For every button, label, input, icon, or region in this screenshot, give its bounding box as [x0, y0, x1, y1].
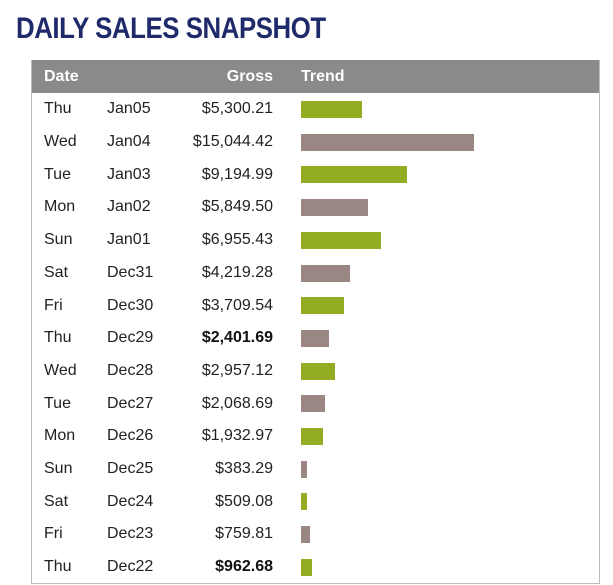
table-row: Fri Dec30 $3,709.54 — [32, 289, 599, 322]
trend-bar — [301, 526, 310, 544]
row-day: Thu — [44, 558, 72, 576]
header-date: Date — [44, 68, 79, 85]
header-trend: Trend — [301, 68, 345, 85]
trend-bar — [301, 101, 362, 118]
row-gross: $2,401.69 — [201, 329, 273, 347]
row-day: Mon — [44, 427, 76, 445]
row-gross: $759.81 — [215, 525, 273, 543]
trend-bar — [301, 264, 350, 282]
row-gross: $2,957.12 — [201, 361, 273, 379]
row-day: Thu — [44, 329, 72, 347]
row-date: Dec29 — [107, 329, 154, 347]
trend-bar — [301, 199, 368, 217]
table-row: Fri Dec23 $759.81 — [32, 518, 599, 551]
trend-bar — [301, 493, 307, 511]
table-row: Mon Dec26 $1,932.97 — [32, 420, 599, 453]
row-day: Wed — [44, 361, 77, 379]
row-date: Dec22 — [107, 558, 154, 576]
row-gross: $5,849.50 — [201, 198, 273, 216]
row-date: Jan04 — [107, 133, 151, 151]
row-date: Dec27 — [107, 394, 154, 412]
table-row: Sun Jan01 $6,955.43 — [32, 224, 599, 257]
trend-bar — [301, 428, 323, 445]
row-date: Dec31 — [107, 263, 154, 281]
table-header: Date Gross Trend — [32, 60, 599, 93]
row-gross: $6,955.43 — [201, 231, 273, 249]
table-row: Wed Jan04 $15,044.42 — [32, 126, 599, 159]
trend-bar — [301, 297, 344, 315]
trend-bar — [301, 460, 307, 478]
row-day: Sat — [44, 492, 69, 510]
row-gross: $5,300.21 — [201, 100, 273, 118]
table-row: Tue Jan03 $9,194.99 — [32, 158, 599, 191]
row-date: Jan01 — [107, 231, 151, 249]
table-row: Sun Dec25 $383.29 — [32, 453, 599, 486]
row-gross: $4,219.28 — [201, 263, 273, 281]
trend-bar — [301, 362, 335, 380]
trend-bar — [301, 231, 381, 249]
row-day: Sat — [44, 263, 69, 281]
row-date: Dec26 — [107, 427, 154, 445]
row-date: Jan03 — [107, 165, 151, 183]
row-date: Dec23 — [107, 525, 154, 543]
row-gross: $9,194.99 — [201, 165, 273, 183]
table-row: Thu Dec22 $962.68 — [32, 551, 599, 584]
row-gross: $15,044.42 — [192, 133, 273, 151]
trend-bar — [301, 166, 407, 184]
table-row: Thu Dec29 $2,401.69 — [32, 322, 599, 355]
page-title: DAILY SALES SNAPSHOT — [16, 12, 326, 45]
row-day: Tue — [44, 394, 71, 412]
row-day: Sun — [44, 231, 73, 249]
row-gross: $383.29 — [215, 460, 273, 478]
table-row: Sat Dec24 $509.08 — [32, 485, 599, 518]
trend-bar — [301, 329, 329, 347]
row-day: Fri — [44, 296, 63, 314]
row-gross: $509.08 — [215, 492, 273, 510]
row-date: Jan05 — [107, 100, 151, 118]
row-date: Dec28 — [107, 361, 154, 379]
row-date: Dec25 — [107, 460, 154, 478]
table-row: Sat Dec31 $4,219.28 — [32, 257, 599, 290]
row-day: Wed — [44, 133, 77, 151]
row-day: Mon — [44, 198, 76, 216]
row-date: Jan02 — [107, 198, 151, 216]
row-day: Fri — [44, 525, 63, 543]
table-row: Mon Jan02 $5,849.50 — [32, 191, 599, 224]
row-day: Thu — [44, 100, 72, 118]
row-gross: $2,068.69 — [201, 394, 273, 412]
table-row: Wed Dec28 $2,957.12 — [32, 355, 599, 388]
trend-bar — [301, 558, 312, 576]
trend-bar — [301, 395, 325, 413]
row-date: Dec30 — [107, 296, 154, 314]
row-gross: $962.68 — [215, 558, 273, 576]
row-day: Tue — [44, 165, 71, 183]
row-date: Dec24 — [107, 492, 154, 510]
row-day: Sun — [44, 460, 73, 478]
header-gross: Gross — [226, 68, 273, 85]
table-row: Thu Jan05 $5,300.21 — [32, 93, 599, 126]
trend-bar — [301, 133, 474, 151]
row-gross: $3,709.54 — [201, 296, 273, 314]
table-row: Tue Dec27 $2,068.69 — [32, 387, 599, 420]
row-gross: $1,932.97 — [201, 427, 273, 445]
sales-table: Date Gross Trend Thu Jan05 $5,300.21 Wed Jan… — [31, 60, 600, 584]
